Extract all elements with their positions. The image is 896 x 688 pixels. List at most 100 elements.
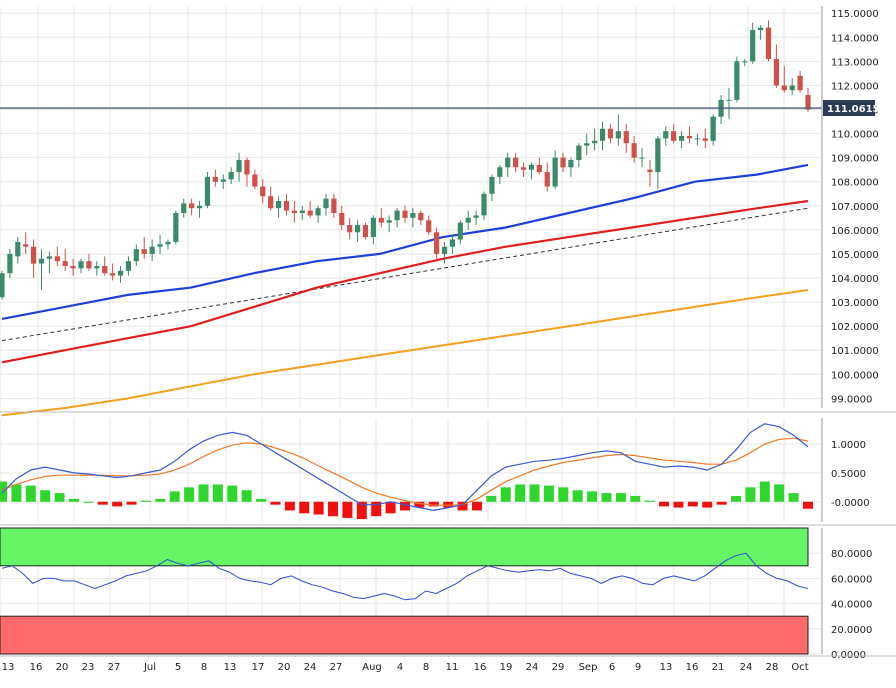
- macd-histogram-bar: [543, 485, 554, 502]
- candle-body: [576, 145, 582, 161]
- macd-histogram-bar: [126, 501, 137, 505]
- moving-average-mid: [1, 199, 809, 364]
- macd-histogram-bar: [313, 501, 324, 515]
- x-tick-label: 19: [500, 662, 513, 673]
- candle-body: [710, 116, 716, 141]
- price-tick-label: 103.0000: [831, 298, 879, 309]
- price-tick-label: 99.0000: [831, 394, 872, 405]
- macd-histogram-bar: [457, 501, 468, 511]
- moving-average-fast: [1, 163, 809, 320]
- macd-histogram-bar: [716, 501, 727, 505]
- x-tick-label: 8: [201, 662, 207, 673]
- macd-histogram-bar: [572, 490, 583, 502]
- candle-body: [489, 176, 495, 194]
- macd-histogram-bar: [759, 481, 770, 502]
- x-tick-label: 23: [82, 662, 95, 673]
- macd-histogram-bar: [803, 501, 813, 509]
- price-tick-label: 101.0000: [831, 346, 879, 357]
- macd-histogram-bar: [428, 501, 439, 507]
- price-tick-label: 115.0000: [831, 9, 879, 20]
- candle-body: [678, 135, 685, 141]
- macd-histogram-bar: [241, 490, 252, 502]
- macd-histogram-bar: [169, 491, 180, 502]
- candle-body: [0, 273, 5, 298]
- macd-histogram-bar: [515, 484, 526, 502]
- macd-histogram-bar: [673, 501, 684, 508]
- candle-body: [694, 138, 700, 140]
- rsi-line: [1, 552, 809, 601]
- candle-body: [520, 167, 527, 170]
- macd-histogram-bar: [644, 500, 655, 502]
- candle-body: [378, 217, 384, 223]
- candle-body: [220, 179, 226, 182]
- candle-body: [204, 176, 211, 206]
- candle-body: [781, 85, 787, 91]
- candle-body: [86, 261, 92, 269]
- x-tick-label: 16: [474, 662, 487, 673]
- candle-body: [584, 143, 590, 146]
- macd-panel: [0, 423, 813, 520]
- macd-histogram-bar: [471, 501, 482, 511]
- macd-histogram-bar: [788, 493, 799, 502]
- price-tick-label: 104.0000: [831, 274, 879, 285]
- candle-body: [315, 208, 321, 216]
- candle-body: [102, 265, 108, 274]
- macd-histogram-bar: [155, 498, 166, 502]
- macd-histogram-bar: [615, 493, 626, 502]
- candle-body: [734, 61, 740, 100]
- candle-body: [686, 135, 693, 139]
- x-tick-label: 28: [766, 662, 779, 673]
- macd-histogram-bar: [630, 496, 641, 502]
- x-tick-label: 5: [175, 662, 181, 673]
- candle-body: [765, 27, 772, 59]
- x-tick-label: 16: [30, 662, 43, 673]
- candle-body: [757, 27, 764, 31]
- x-tick-label: 27: [108, 662, 121, 673]
- candle-body: [228, 172, 234, 180]
- x-tick-label: 4: [397, 662, 403, 673]
- rsi-oversold-zone: [0, 615, 809, 655]
- candle-body: [505, 157, 511, 168]
- macd-histogram-bar: [11, 484, 22, 502]
- rsi-overbought-zone: [0, 527, 809, 567]
- candle-body: [78, 261, 84, 269]
- macd-histogram-bar: [601, 493, 612, 502]
- price-tick-label: 112.0000: [831, 81, 879, 92]
- rsi-panel: [0, 527, 809, 655]
- macd-histogram-bar: [270, 501, 281, 505]
- macd-histogram-bar: [500, 487, 511, 502]
- candle-body: [560, 157, 566, 168]
- x-tick-label: 8: [423, 662, 429, 673]
- candle-body: [362, 225, 369, 238]
- candle-body: [117, 270, 124, 276]
- candle-body: [750, 30, 756, 62]
- macd-histogram-bar: [198, 484, 209, 502]
- macd-histogram-bar: [687, 501, 698, 507]
- candle-body: [805, 95, 811, 110]
- candle-body: [663, 131, 669, 139]
- price-tick-label: 108.0000: [831, 178, 879, 189]
- x-tick-label: Sep: [579, 662, 598, 673]
- macd-histogram-bar: [212, 484, 223, 502]
- macd-histogram-bar: [284, 501, 295, 511]
- candle-body: [671, 131, 677, 141]
- candle-body: [133, 249, 139, 262]
- price-tick-label: 107.0000: [831, 202, 879, 213]
- macd-histogram-bar: [299, 501, 310, 514]
- candle-body: [94, 265, 100, 269]
- x-tick-label: 13: [660, 662, 673, 673]
- candle-body: [370, 217, 376, 238]
- macd-signal-line: [1, 437, 809, 506]
- macd-line: [1, 423, 809, 512]
- macd-histogram-bar: [659, 501, 670, 507]
- candle-body: [449, 239, 456, 247]
- x-tick-label: 24: [740, 662, 753, 673]
- candle-body: [647, 169, 653, 173]
- x-tick-label: 11: [446, 662, 459, 673]
- candle-body: [410, 213, 416, 218]
- candle-body: [196, 205, 203, 209]
- candle-body: [291, 210, 297, 214]
- macd-histogram-bar: [140, 500, 151, 502]
- macd-tick-label: 1.0000: [831, 440, 866, 451]
